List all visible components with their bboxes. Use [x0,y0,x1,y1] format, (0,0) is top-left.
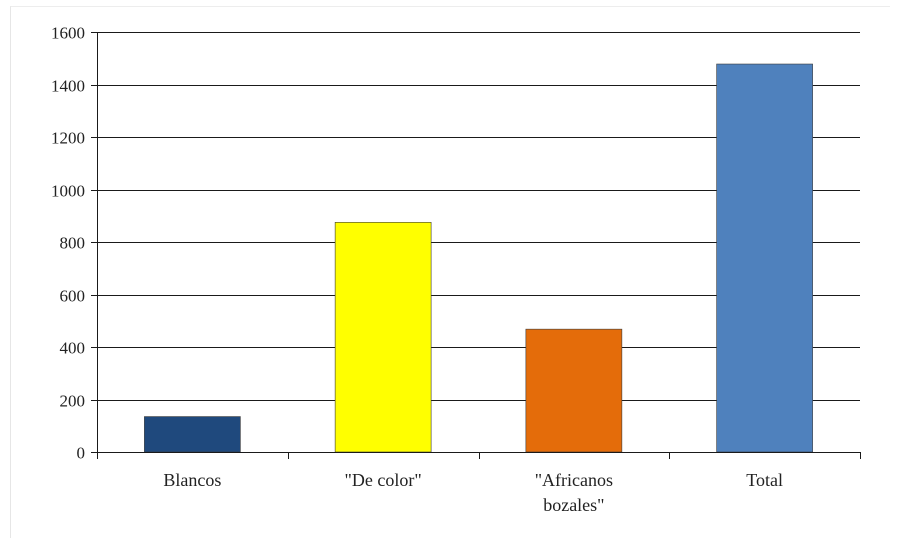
y-tick-label: 0 [77,444,86,463]
y-tick-label: 1200 [51,129,85,148]
y-tick-label: 1400 [51,77,85,96]
bar [525,328,623,453]
bar [144,416,241,453]
y-tick-label: 400 [60,339,86,358]
bar [334,222,432,453]
axes [91,32,861,459]
x-category-label: "Africanos bozales" [535,470,613,515]
y-tick-label: 600 [60,287,86,306]
x-category-labels: Blancos "De color" "Africanos bozales" Total [163,470,783,515]
bars [144,63,813,453]
chart-frame [10,6,890,538]
x-category-label: Total [746,470,783,490]
x-category-label: "De color" [345,470,422,490]
y-tick-labels: 0 200 400 600 800 1000 1200 1400 1600 [51,24,85,463]
y-tick-label: 1600 [51,24,85,43]
y-tick-label: 800 [60,234,86,253]
x-category-label: Blancos [163,470,221,490]
y-tick-label: 1000 [51,182,85,201]
y-tick-label: 200 [60,392,86,411]
bar [716,63,813,453]
